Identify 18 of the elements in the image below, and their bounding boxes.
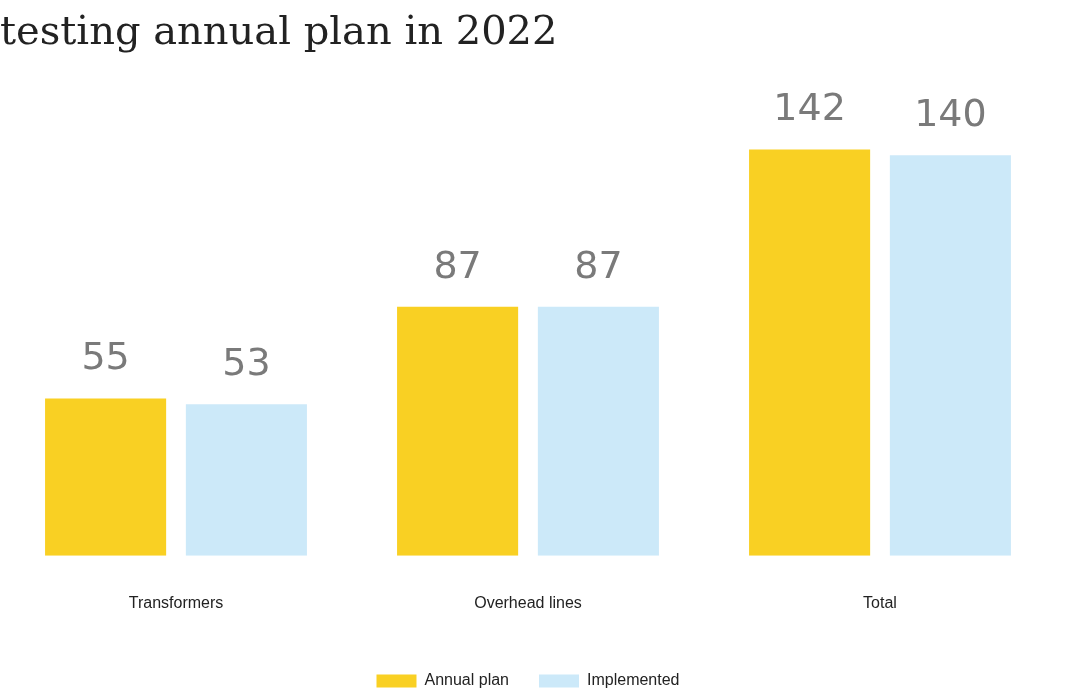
bar <box>397 306 519 556</box>
data-label: 140 <box>914 91 987 136</box>
bar <box>537 306 659 556</box>
bar <box>45 398 167 556</box>
x-tick-label: Total <box>863 593 897 611</box>
bar <box>749 149 871 556</box>
data-label: 53 <box>222 340 271 385</box>
data-label: 55 <box>81 334 130 379</box>
legend-label: Annual plan <box>424 671 510 689</box>
data-label: 87 <box>433 242 482 287</box>
bar <box>889 155 1011 556</box>
legend-label: Implemented <box>587 671 680 689</box>
data-label: 87 <box>574 242 623 287</box>
x-tick-label: Transformers <box>128 593 224 611</box>
chart-title: testing annual plan in 2022 <box>0 7 558 54</box>
data-label: 142 <box>773 85 846 130</box>
bar <box>185 404 307 556</box>
x-tick-label: Overhead lines <box>474 593 582 611</box>
